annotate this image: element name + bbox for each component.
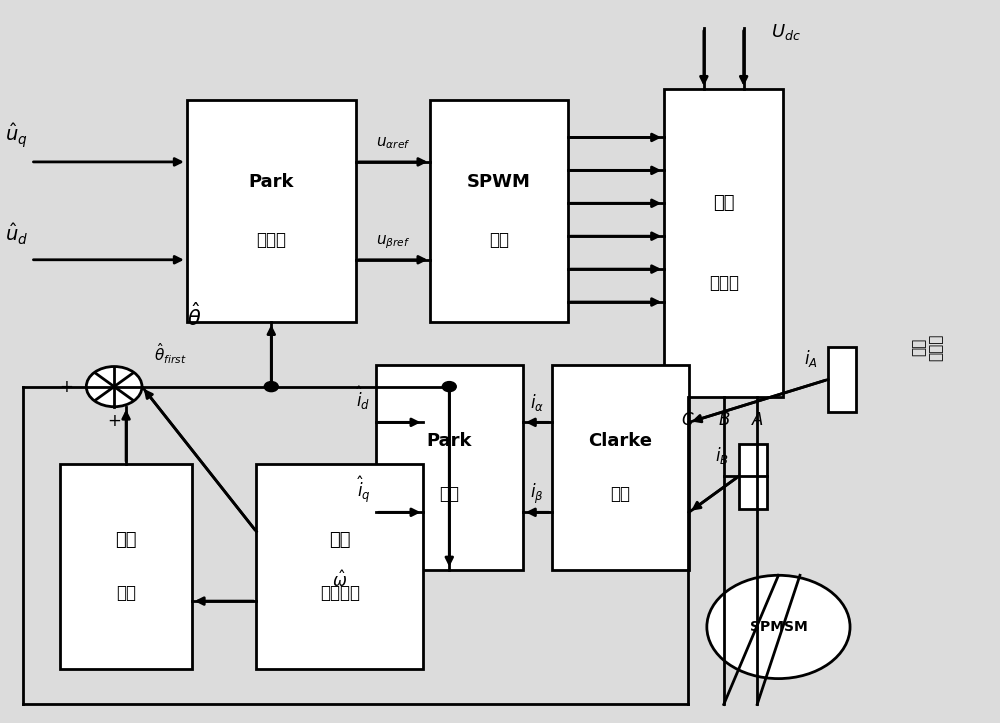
Text: $u_{\beta ref}$: $u_{\beta ref}$ — [376, 233, 410, 251]
Text: 位置估算: 位置估算 — [320, 584, 360, 602]
Text: $u_{\alpha ref}$: $u_{\alpha ref}$ — [376, 135, 410, 151]
Text: 三相: 三相 — [713, 194, 735, 212]
Text: 初次: 初次 — [329, 531, 351, 549]
Bar — [739, 444, 767, 508]
Text: Park: Park — [427, 432, 472, 450]
Text: $B$: $B$ — [718, 411, 730, 429]
Text: 逆变换: 逆变换 — [256, 231, 286, 249]
Text: $U_{dc}$: $U_{dc}$ — [771, 22, 801, 42]
Text: +: + — [59, 377, 73, 395]
Text: $C$: $C$ — [681, 411, 695, 429]
Text: 判断: 判断 — [116, 584, 136, 602]
Text: $\hat{i}_d$: $\hat{i}_d$ — [356, 384, 371, 411]
Text: Park: Park — [249, 173, 294, 191]
Text: 逆变器: 逆变器 — [709, 274, 739, 292]
Circle shape — [442, 382, 456, 392]
Text: $i_\alpha$: $i_\alpha$ — [530, 392, 544, 413]
Text: Clarke: Clarke — [588, 432, 652, 450]
Bar — [187, 100, 356, 322]
Bar — [60, 464, 192, 669]
Text: 磁极: 磁极 — [115, 531, 137, 549]
Text: 调制: 调制 — [489, 231, 509, 249]
Text: 变换: 变换 — [439, 485, 459, 503]
Bar — [552, 365, 689, 570]
Text: $\hat{\omega}$: $\hat{\omega}$ — [332, 570, 347, 591]
Text: $\hat{i}_q$: $\hat{i}_q$ — [357, 474, 371, 505]
Text: SPWM: SPWM — [467, 173, 531, 191]
Text: $A$: $A$ — [751, 411, 764, 429]
Circle shape — [707, 576, 850, 679]
Text: $i_B$: $i_B$ — [715, 445, 729, 466]
Text: $\hat{\theta}$: $\hat{\theta}$ — [187, 302, 201, 330]
Bar — [828, 347, 856, 411]
Text: $\hat{u}_q$: $\hat{u}_q$ — [5, 121, 27, 150]
Text: 电流
传感器: 电流 传感器 — [911, 333, 944, 361]
Text: $\hat{\theta}_{first}$: $\hat{\theta}_{first}$ — [154, 341, 187, 367]
Bar — [430, 100, 568, 322]
Text: $i_\beta$: $i_\beta$ — [530, 482, 544, 506]
Text: +: + — [107, 412, 121, 430]
Bar — [376, 365, 523, 570]
Text: $\hat{u}_d$: $\hat{u}_d$ — [5, 222, 28, 247]
Circle shape — [264, 382, 278, 392]
Bar — [664, 89, 783, 398]
Bar — [256, 464, 423, 669]
Text: 变换: 变换 — [610, 485, 630, 503]
Text: SPMSM: SPMSM — [750, 620, 807, 634]
Circle shape — [86, 367, 142, 407]
Text: $i_A$: $i_A$ — [804, 348, 818, 369]
